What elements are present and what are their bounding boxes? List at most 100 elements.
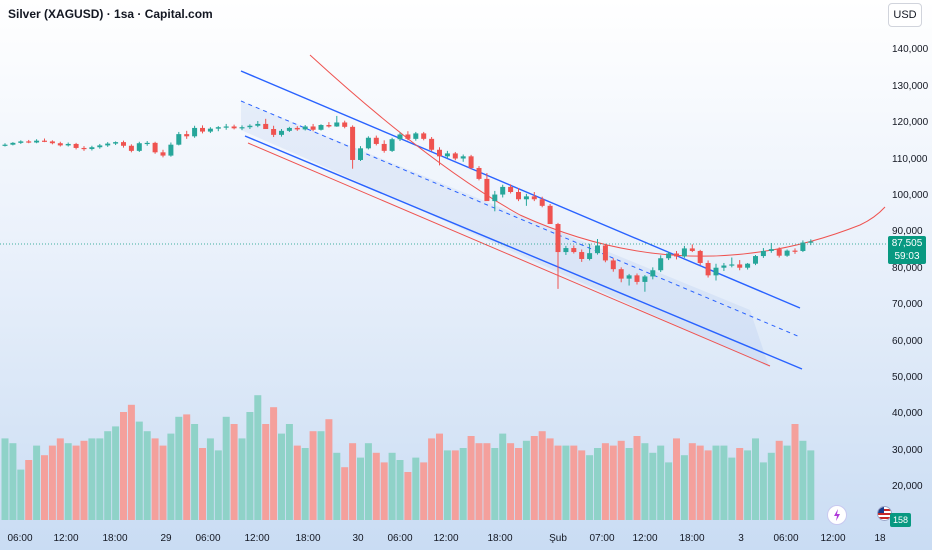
volume-bar [183, 414, 191, 520]
curved-arc [309, 54, 886, 257]
candle-body [468, 156, 474, 168]
flag-icon[interactable] [877, 506, 892, 521]
candle-body [279, 130, 284, 135]
volume-bar [436, 433, 443, 520]
volume-bar [467, 436, 475, 520]
x-tick-label: 18:00 [487, 533, 513, 544]
x-tick-label: 29 [160, 533, 172, 544]
y-tick-label: 20,000 [892, 481, 923, 493]
candle-body [271, 129, 277, 135]
currency-button[interactable]: USD [888, 3, 922, 27]
candle-body [113, 142, 119, 144]
candle-body [26, 141, 32, 143]
volume-bar [530, 436, 538, 520]
candle-body [610, 260, 616, 270]
candle-body [768, 249, 774, 251]
volume-bar [278, 433, 285, 520]
y-tick-label: 120,000 [892, 117, 929, 129]
candle-body [721, 265, 727, 268]
candle-body [121, 142, 126, 146]
candle-body [160, 152, 166, 156]
volume-bar [546, 438, 554, 520]
volume-bar [443, 450, 451, 520]
volume-bar [420, 462, 428, 520]
candle-body [626, 275, 632, 279]
candle-body [658, 258, 664, 271]
volume-bar [791, 424, 799, 520]
candle-body [231, 126, 237, 129]
candle-body [523, 196, 529, 200]
y-tick-label: 70,000 [892, 299, 923, 311]
candle-body [539, 199, 545, 206]
candle-body [168, 144, 174, 156]
candle-body [373, 137, 379, 144]
candle-body [350, 126, 356, 160]
volume-bar [601, 443, 609, 520]
candle-body [776, 249, 782, 256]
candle-body [555, 224, 561, 253]
candle-body [508, 186, 514, 192]
volume-bar [270, 407, 278, 520]
candle-body [437, 149, 442, 157]
volume-bar [570, 445, 578, 520]
volume-bar [554, 445, 562, 520]
candle-body [263, 123, 269, 130]
volume-bar [807, 450, 815, 520]
x-tick-label: 12:00 [53, 533, 79, 544]
volume-bar [48, 445, 56, 520]
volume-bar [388, 452, 396, 520]
volume-bar [1, 438, 9, 520]
volume-bar [696, 445, 704, 520]
volume-bar [143, 431, 151, 520]
x-tick-label: 06:00 [7, 533, 33, 544]
candle-body [713, 267, 719, 276]
volume-bar [135, 421, 143, 520]
candle-body [800, 242, 806, 251]
candle-body [128, 145, 134, 151]
volume-bar [752, 438, 759, 520]
volume-bar [96, 438, 104, 520]
volume-bar [167, 433, 175, 520]
volume-bar [396, 460, 404, 520]
volume-bar [151, 438, 159, 520]
candle-body [689, 248, 695, 251]
candle-body [342, 122, 348, 127]
volume-bar [56, 438, 64, 520]
candles [2, 115, 814, 292]
volume-bar [262, 424, 270, 520]
volume-bar [293, 445, 301, 520]
volume-badge: 158 [890, 513, 911, 527]
channel-outer-line [247, 142, 771, 367]
x-tick-label: 07:00 [589, 533, 615, 544]
volume-bar [159, 445, 167, 520]
y-tick-label: 140,000 [892, 44, 929, 56]
volume-bar [254, 395, 262, 520]
candle-body [49, 141, 55, 144]
volume-bar [9, 443, 17, 520]
volume-bar [625, 448, 633, 520]
candle-body [34, 140, 40, 143]
candle-body [89, 147, 95, 150]
channel-fill [241, 101, 769, 367]
candle-body [73, 143, 79, 148]
candle-body [666, 253, 672, 259]
volume-bar [728, 457, 736, 520]
lightning-icon[interactable] [827, 505, 847, 525]
volume-bar [25, 460, 33, 520]
candle-body [745, 263, 751, 268]
volume-bars [1, 395, 815, 520]
volume-bar [562, 445, 570, 520]
candle-body [397, 134, 403, 140]
x-tick-label: 12:00 [820, 533, 846, 544]
volume-bar [720, 445, 728, 520]
volume-bar [483, 443, 491, 520]
volume-bar [404, 472, 412, 520]
volume-bar [191, 424, 199, 520]
candle-body [460, 156, 466, 159]
y-tick-label: 130,000 [892, 80, 929, 92]
volume-bar [33, 445, 41, 520]
volume-bar [199, 448, 206, 520]
candle-body [318, 125, 324, 130]
x-tick-label: 18:00 [679, 533, 705, 544]
